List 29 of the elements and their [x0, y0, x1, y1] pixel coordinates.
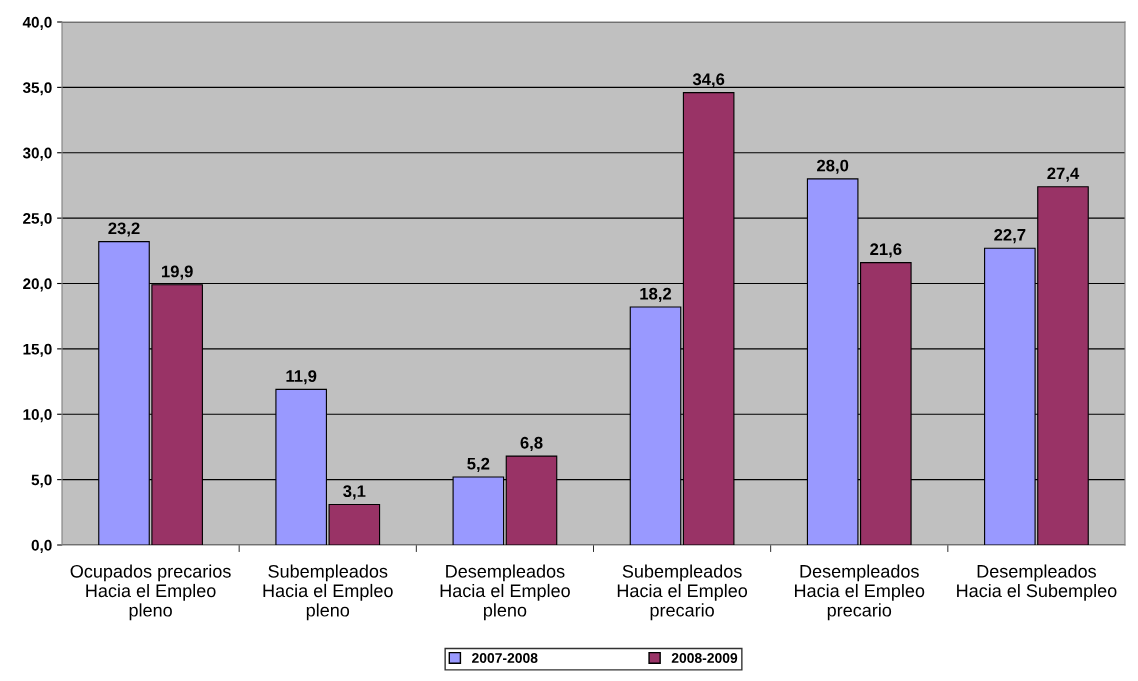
y-tick-label: 30,0 [22, 147, 52, 161]
data-label: 23,2 [108, 222, 140, 237]
data-label: 19,9 [161, 265, 193, 280]
data-label: 3,1 [343, 485, 366, 500]
data-label: 5,2 [467, 457, 490, 472]
x-tick-label: Desempleados Hacia el Subempleo [957, 564, 1117, 601]
legend-label: 2007-2008 [472, 653, 538, 663]
data-label: 18,2 [640, 287, 672, 302]
data-label: 11,9 [286, 370, 317, 385]
data-label: 34,6 [692, 73, 725, 88]
data-label: 21,6 [870, 243, 902, 258]
x-tick-label: Desempleados Hacia el Empleo pleno [440, 564, 570, 621]
x-tick-label: Subempleados Hacia el Empleo pleno [263, 564, 393, 621]
y-tick-label: 20,0 [23, 278, 52, 292]
legend-label: 2008-2009 [671, 653, 738, 663]
data-label: 6,8 [520, 436, 543, 452]
data-label: 22,7 [994, 228, 1026, 244]
y-tick-label: 10,0 [23, 409, 52, 423]
x-tick-label: Ocupados precarios Hacia el Empleo pleno [70, 564, 231, 621]
y-tick-label: 5,0 [31, 474, 52, 488]
x-tick-label: Subempleados Hacia el Empleo precario [617, 564, 748, 621]
y-tick-label: 0,0 [31, 539, 52, 553]
y-tick-label: 25,0 [23, 212, 52, 227]
y-tick-label: 15,0 [23, 343, 52, 357]
data-label: 27,4 [1047, 167, 1080, 182]
x-tick-label: Desempleados Hacia el Empleo precario [795, 564, 925, 621]
data-label: 28,0 [817, 159, 849, 174]
y-tick-label: 35,0 [22, 82, 52, 96]
y-tick-label: 40,0 [22, 16, 52, 30]
